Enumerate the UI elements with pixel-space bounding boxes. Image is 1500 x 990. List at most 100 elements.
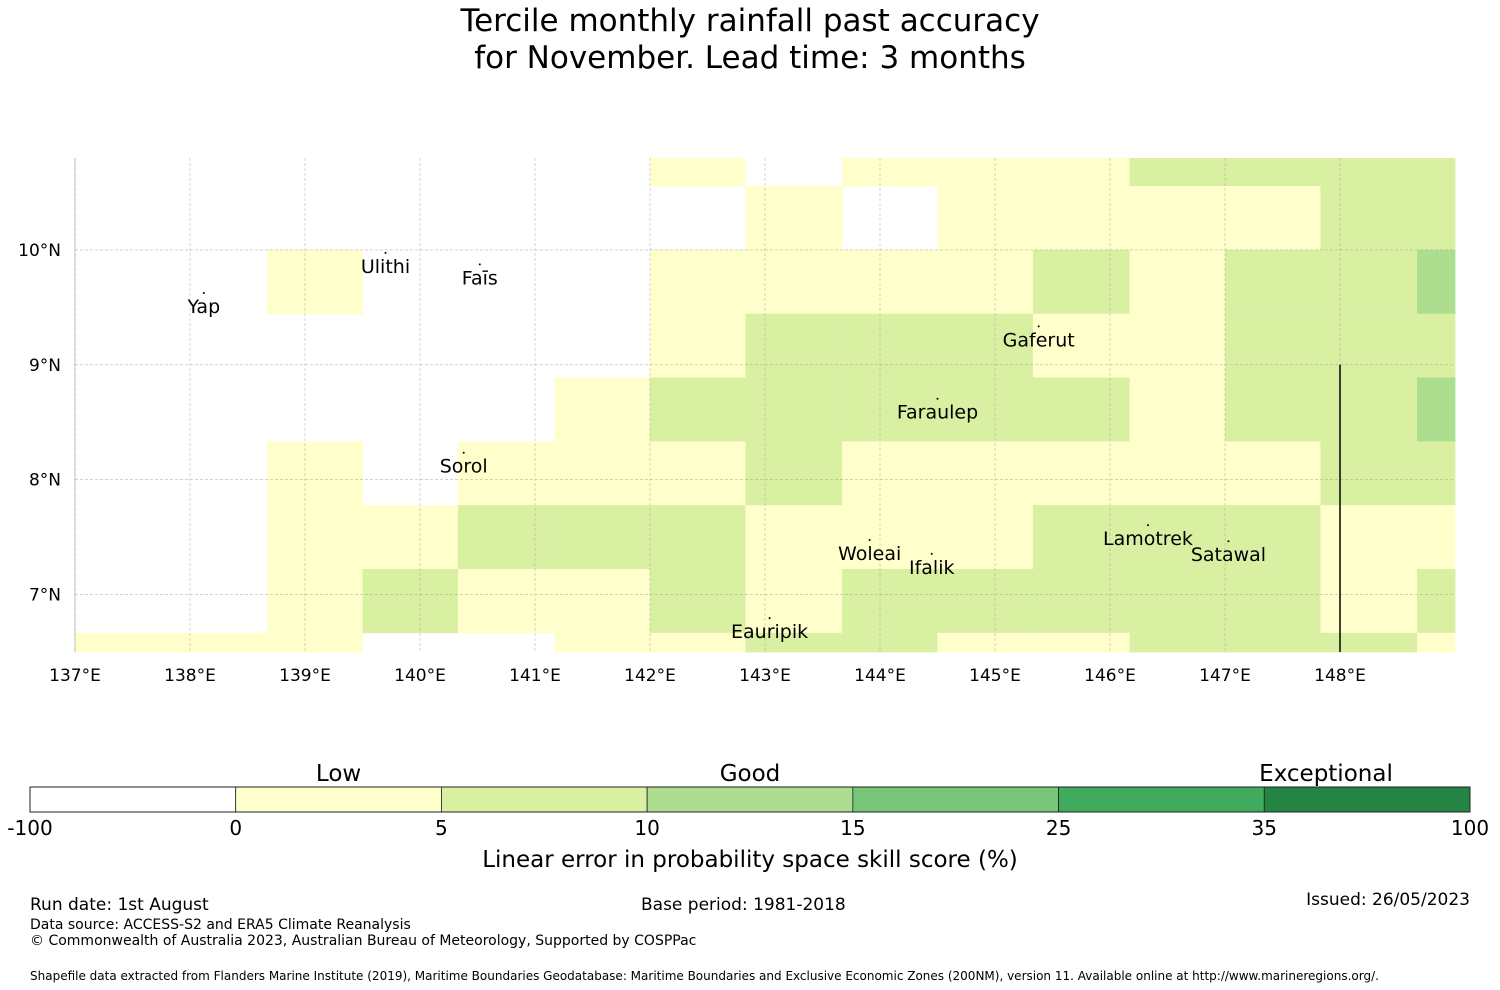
island-label: Gaferut <box>1003 329 1075 351</box>
skill-cell <box>457 441 555 506</box>
skill-cell <box>554 505 651 570</box>
skill-cell <box>1320 441 1418 506</box>
skill-cell <box>1225 569 1321 634</box>
colorbar-tick-label: 15 <box>840 816 865 840</box>
skill-cell <box>362 569 459 634</box>
island-label: Faraulep <box>897 402 978 424</box>
skill-cell <box>1129 377 1226 442</box>
island-marker <box>768 617 771 620</box>
skill-cell <box>1320 632 1418 653</box>
island-label: Yap <box>186 296 220 318</box>
skill-cell <box>842 313 938 378</box>
skill-cell <box>1225 158 1321 187</box>
skill-cell <box>842 441 938 506</box>
colorbar-segment <box>235 786 442 813</box>
island-marker <box>462 451 465 454</box>
skill-cell <box>937 632 1034 653</box>
colorbar-tick-label: 10 <box>634 816 659 840</box>
skill-cells-layer <box>75 158 1456 653</box>
island-label: Eauripik <box>731 621 808 643</box>
skill-cell <box>1032 505 1130 570</box>
skill-cell <box>937 505 1034 570</box>
island-label: Ifalik <box>909 557 955 579</box>
run-date-text: Run date: 1st August <box>30 895 209 915</box>
skill-cell <box>1320 377 1418 442</box>
skill-cell <box>745 186 843 251</box>
skill-cell <box>1129 158 1226 187</box>
skill-cell <box>937 377 1034 442</box>
skill-cell <box>650 313 746 378</box>
colorbar-segment <box>441 786 648 813</box>
skill-cell <box>1417 505 1456 570</box>
island-marker <box>1037 325 1040 328</box>
island-label: Ulithi <box>361 256 410 278</box>
skill-cell <box>1032 441 1130 506</box>
colorbar-category-label: Good <box>720 761 781 787</box>
data-source-text: Data source: ACCESS-S2 and ERA5 Climate … <box>30 917 411 933</box>
skill-cell <box>842 377 938 442</box>
map-axis-labels: 137°E 138°E 139°E 140°E 141°E 142°E 143°E 144°E… <box>18 241 1366 686</box>
skill-cell <box>937 186 1034 251</box>
skill-cell <box>1417 249 1456 315</box>
latitude-tick-label: 10°N <box>18 241 61 261</box>
skill-cell <box>554 377 651 442</box>
colorbar-segment <box>29 786 237 813</box>
skill-cell <box>1129 505 1226 570</box>
skill-cell <box>1032 632 1130 653</box>
skill-cell <box>745 569 843 634</box>
skill-cell <box>1225 377 1321 442</box>
island-marker <box>202 292 205 295</box>
skill-cell <box>1129 632 1226 653</box>
skill-cell <box>745 249 843 315</box>
island-marker <box>1227 540 1230 543</box>
map-title-line2: for November. Lead time: 3 months <box>474 40 1026 76</box>
latitude-tick-label: 8°N <box>29 471 61 491</box>
skill-cell <box>745 632 843 653</box>
skill-cell <box>457 569 555 634</box>
island-marker <box>478 263 481 266</box>
skill-cell <box>842 505 938 570</box>
skill-cell <box>1129 249 1226 315</box>
island-label: Sorol <box>440 456 488 478</box>
island-marker <box>868 539 871 542</box>
longitude-tick-label: 141°E <box>509 666 561 686</box>
skill-cell <box>842 569 938 634</box>
skill-cell <box>650 441 746 506</box>
skill-cell <box>745 377 843 442</box>
skill-cell <box>650 158 746 187</box>
skill-cell <box>937 158 1034 187</box>
skill-cell <box>1129 441 1226 506</box>
skill-cell <box>1417 632 1456 653</box>
colorbar-segment <box>1058 786 1265 813</box>
copyright-text: © Commonwealth of Australia 2023, Austra… <box>30 933 697 949</box>
skill-cell <box>745 313 843 378</box>
skill-cell <box>267 249 363 315</box>
colorbar-frame <box>29 786 1471 813</box>
skill-cell <box>1129 186 1226 251</box>
map-gridlines <box>74 158 1455 652</box>
colorbar-segment <box>1263 786 1471 813</box>
skill-cell <box>554 569 651 634</box>
colorbar-tick-label: 0 <box>229 816 242 840</box>
colorbar-tick-label: -100 <box>7 816 52 840</box>
skill-cell <box>1320 186 1418 251</box>
skill-cell <box>1417 441 1456 506</box>
island-label: Faīs <box>462 267 498 289</box>
island-marker <box>384 251 387 254</box>
colorbar-tick-label: 5 <box>435 816 448 840</box>
island-labels: Ulithi Faīs Yap Gaferut Faraulep Sorol Woleai I… <box>186 251 1266 643</box>
skill-cell <box>1129 569 1226 634</box>
longitude-tick-label: 144°E <box>854 666 906 686</box>
skill-cell <box>937 569 1034 634</box>
skill-cell <box>267 505 363 570</box>
colorbar-category-label: Low <box>316 761 361 787</box>
colorbar-tick-label: 35 <box>1252 816 1277 840</box>
skill-cell <box>362 505 459 570</box>
longitude-tick-label: 139°E <box>279 666 331 686</box>
skill-cell <box>1225 505 1321 570</box>
skill-cell <box>650 505 746 570</box>
longitude-tick-label: 146°E <box>1084 666 1136 686</box>
skill-cell <box>650 569 746 634</box>
longitude-tick-label: 140°E <box>394 666 446 686</box>
skill-cell <box>937 249 1034 315</box>
